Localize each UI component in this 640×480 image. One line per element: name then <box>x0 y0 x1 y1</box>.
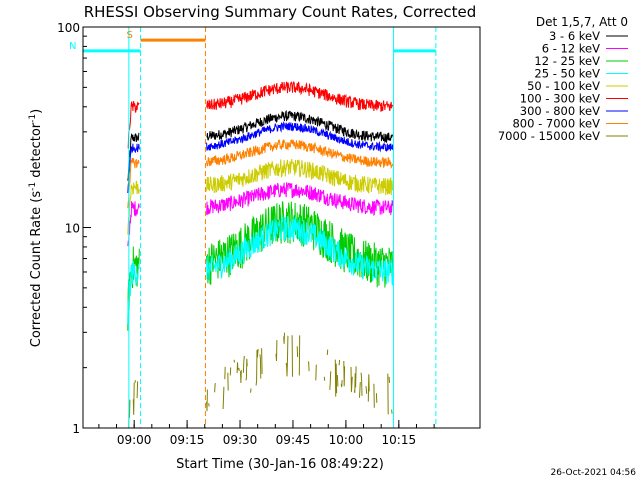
series-line-5 <box>127 81 393 149</box>
y-axis-label-end: ) <box>29 109 44 114</box>
legend-label-6: 300 - 800 keV <box>520 104 600 118</box>
legend-label-2: 12 - 25 keV <box>534 54 600 68</box>
x-axis-label: Start Time (30-Jan-16 08:49:22) <box>176 457 384 472</box>
legend-label-4: 50 - 100 keV <box>527 79 600 93</box>
y-axis-label-sup2: -1 <box>28 114 38 123</box>
series-line-6 <box>127 120 394 194</box>
footer-timestamp: 26-Oct-2021 04:56 <box>551 468 637 478</box>
y-axis-label-sup1: -1 <box>28 182 38 191</box>
y-axis-label-main: Corrected Count Rate (s <box>29 191 44 348</box>
axes: 1 10 100 09:00 09:15 09:30 09:45 10:00 10:15 <box>57 21 481 447</box>
plot-area: SN <box>69 27 437 428</box>
x-tick-label-5: 10:15 <box>382 433 417 447</box>
y-axis-label: Corrected Count Rate (s-1 detector-1) <box>28 109 44 347</box>
series-line-1 <box>127 182 394 247</box>
y-axis-label-mid: detector <box>29 122 44 182</box>
flag-label-N: N <box>69 41 76 52</box>
series-line-0 <box>127 110 394 181</box>
x-tick-label-1: 09:15 <box>170 433 205 447</box>
flag-label-S: S <box>127 30 133 41</box>
series-line-7 <box>127 138 394 209</box>
legend-label-1: 6 - 12 keV <box>542 42 600 56</box>
series-line-4 <box>127 158 394 235</box>
y-tick-label-2: 100 <box>57 21 80 35</box>
y-tick-label-1: 10 <box>65 222 80 236</box>
x-tick-label-3: 09:45 <box>276 433 311 447</box>
series-line-3 <box>127 215 394 325</box>
x-tick-label-4: 10:00 <box>329 433 364 447</box>
legend-header: Det 1,5,7, Att 0 <box>536 15 628 29</box>
chart-title: RHESSI Observing Summary Count Rates, Co… <box>84 3 477 21</box>
x-tick-label-0: 09:00 <box>117 433 152 447</box>
y-tick-label-0: 1 <box>72 422 80 436</box>
legend-label-5: 100 - 300 keV <box>520 92 600 106</box>
legend-label-8: 7000 - 15000 keV <box>498 129 600 143</box>
legend-label-3: 25 - 50 keV <box>534 67 600 81</box>
legend-label-7: 800 - 7000 keV <box>512 117 600 131</box>
legend-label-0: 3 - 6 keV <box>549 29 600 43</box>
x-tick-label-2: 09:30 <box>223 433 258 447</box>
